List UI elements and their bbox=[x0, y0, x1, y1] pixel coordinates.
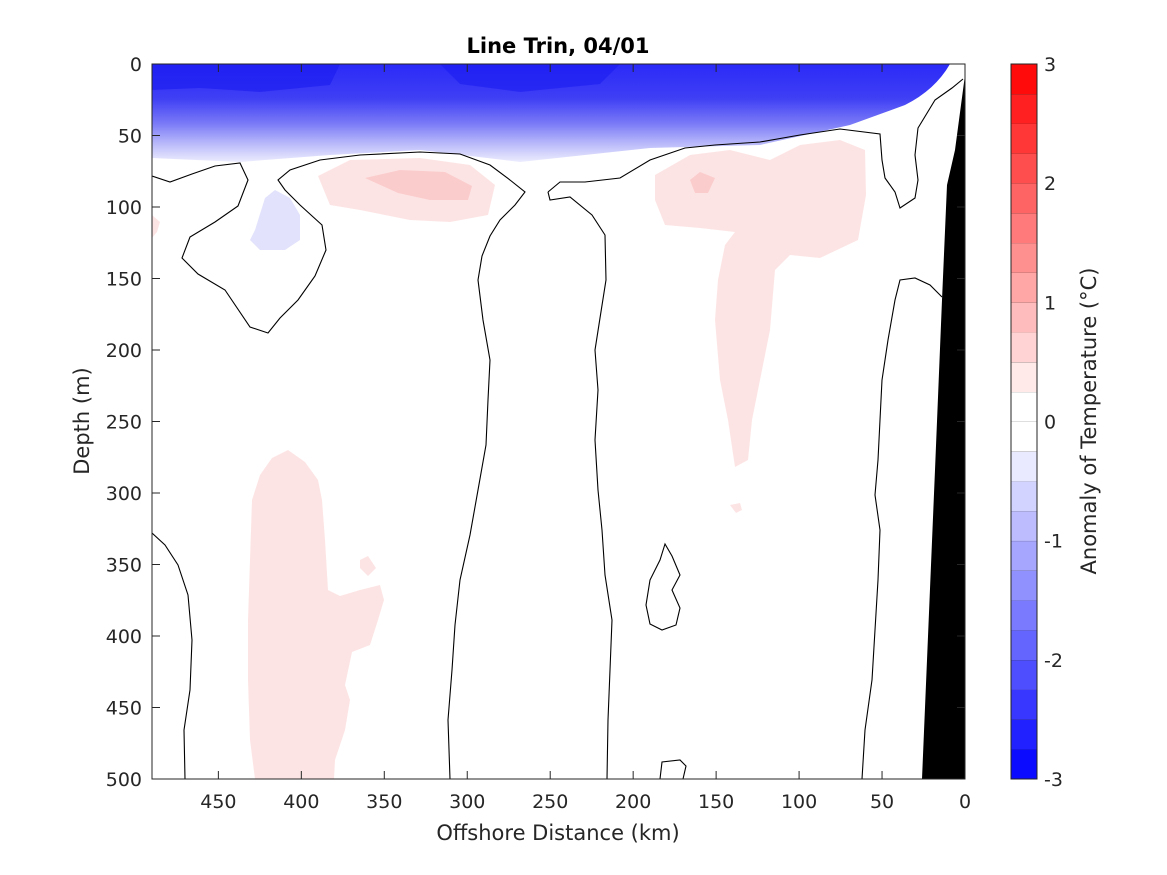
colorbar-bin bbox=[1011, 421, 1037, 452]
x-tick-label: 50 bbox=[870, 791, 894, 813]
y-tick-label: 500 bbox=[106, 769, 142, 791]
colorbar-bin bbox=[1011, 719, 1037, 750]
warm-speck-lower-left bbox=[360, 556, 376, 576]
x-axis-title: Offshore Distance (km) bbox=[436, 821, 679, 845]
y-tick-label: 150 bbox=[106, 269, 142, 291]
colorbar-box bbox=[1010, 63, 1038, 780]
y-tick-label: 200 bbox=[106, 340, 142, 362]
contour-bottom-bump bbox=[659, 759, 687, 779]
colorbar-bin bbox=[1011, 361, 1037, 393]
x-tick-label: 200 bbox=[615, 791, 651, 813]
warm-edge-left bbox=[152, 215, 160, 238]
contour-loop-lower bbox=[645, 542, 681, 631]
cold-core-2 bbox=[440, 64, 620, 92]
y-tick-label: 400 bbox=[106, 626, 142, 648]
colorbar-tick-label: 3 bbox=[1044, 54, 1056, 76]
warm-core-right bbox=[690, 172, 715, 193]
colorbar-bin bbox=[1011, 272, 1037, 303]
warm-patch-lower-left bbox=[248, 450, 384, 779]
colorbar-tick-label: 1 bbox=[1044, 292, 1056, 314]
colorbar-bin bbox=[1011, 749, 1037, 780]
contour-surface bbox=[152, 151, 526, 779]
colorbar-bin bbox=[1011, 242, 1037, 273]
colorbar-bin bbox=[1011, 540, 1037, 571]
contour-mid bbox=[547, 78, 964, 209]
cold-patch-mid bbox=[250, 190, 300, 250]
contour-right-column bbox=[861, 277, 943, 779]
bathymetry bbox=[922, 75, 965, 779]
x-tick-label: 250 bbox=[532, 791, 568, 813]
field-layer bbox=[152, 64, 965, 779]
colorbar-bin bbox=[1011, 570, 1037, 601]
colorbar-bin bbox=[1011, 600, 1037, 631]
colorbar-bin bbox=[1011, 510, 1037, 541]
x-tick-label: 400 bbox=[283, 791, 319, 813]
colorbar bbox=[1011, 63, 1037, 780]
y-tick-label: 50 bbox=[118, 126, 142, 148]
warm-speck-right bbox=[730, 503, 742, 513]
colorbar-bin bbox=[1011, 689, 1037, 720]
y-tick-label: 450 bbox=[106, 698, 142, 720]
x-tick-label: 150 bbox=[698, 791, 734, 813]
colorbar-bin bbox=[1011, 123, 1037, 154]
chart-title: Line Trin, 04/01 bbox=[466, 34, 649, 58]
cold-surface-layer bbox=[152, 64, 950, 162]
colorbar-tick-label: -1 bbox=[1044, 531, 1063, 553]
colorbar-bin bbox=[1011, 183, 1037, 214]
contour-left-edge bbox=[152, 532, 193, 779]
y-tick-label: 100 bbox=[106, 197, 142, 219]
colorbar-title: Anomaly of Temperature (°C) bbox=[1077, 268, 1101, 575]
colorbar-bin bbox=[1011, 630, 1037, 661]
colorbar-bin bbox=[1011, 64, 1037, 95]
warm-core-upper-left bbox=[365, 170, 472, 200]
x-tick-label: 450 bbox=[200, 791, 236, 813]
zero-contours bbox=[152, 78, 964, 779]
colorbar-bin bbox=[1011, 332, 1037, 363]
contour-center-column bbox=[547, 191, 613, 779]
colorbar-bin bbox=[1011, 481, 1037, 512]
colorbar-bin bbox=[1011, 153, 1037, 184]
y-tick-label: 250 bbox=[106, 412, 142, 434]
colorbar-bin bbox=[1011, 451, 1037, 482]
colorbar-ticks: -3 -2 -1 0 1 2 3 bbox=[1044, 54, 1063, 791]
colorbar-bin bbox=[1011, 659, 1037, 690]
colorbar-bin bbox=[1011, 302, 1037, 333]
x-tick-label: 100 bbox=[781, 791, 817, 813]
colorbar-bin bbox=[1011, 391, 1037, 422]
x-axis: 450 400 350 300 250 200 150 100 50 0 bbox=[200, 64, 971, 813]
y-axis-title: Depth (m) bbox=[70, 367, 94, 474]
colorbar-tick-label: 2 bbox=[1044, 173, 1056, 195]
colorbar-tick-label: -3 bbox=[1044, 769, 1063, 791]
colorbar-tick-label: -2 bbox=[1044, 650, 1063, 672]
colorbar-bin bbox=[1011, 212, 1037, 244]
y-tick-label: 300 bbox=[106, 483, 142, 505]
y-axis: 0 50 100 150 200 250 300 350 400 450 500 bbox=[106, 54, 965, 791]
colorbar-bin bbox=[1011, 93, 1037, 124]
warm-patch-right bbox=[655, 140, 866, 467]
x-tick-label: 350 bbox=[366, 791, 402, 813]
x-tick-label: 0 bbox=[959, 791, 971, 813]
colorbar-tick-label: 0 bbox=[1044, 412, 1056, 434]
x-tick-label: 300 bbox=[449, 791, 485, 813]
y-tick-label: 0 bbox=[130, 54, 142, 76]
cold-core-1 bbox=[152, 64, 340, 92]
y-tick-label: 350 bbox=[106, 555, 142, 577]
